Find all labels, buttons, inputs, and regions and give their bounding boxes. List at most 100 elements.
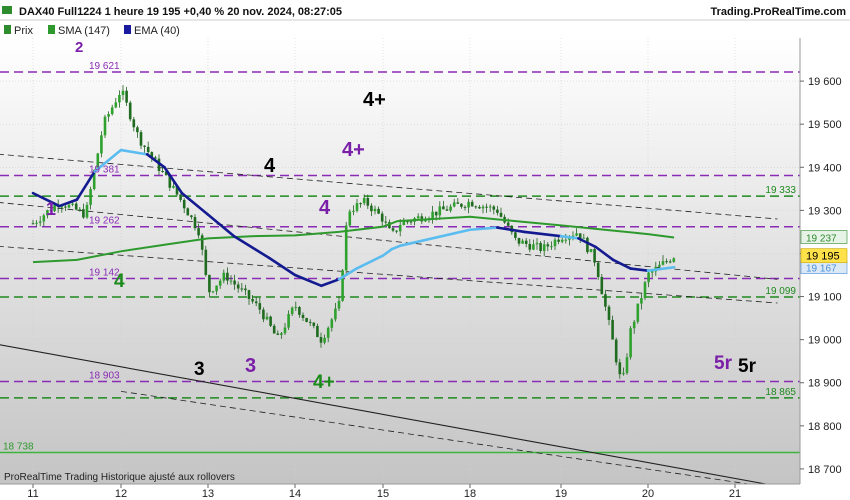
trendline-3 (0, 344, 769, 484)
candle-body-20 (103, 116, 107, 136)
candle-body-4 (46, 210, 49, 216)
level-label-5: 19 333 (765, 185, 796, 196)
ema-40-segment-25 (629, 267, 650, 272)
ema-40-segment-2 (75, 170, 96, 201)
x-tick-label-0: 11 (27, 488, 38, 500)
candle-body-101 (395, 230, 398, 232)
ema-40-segment-4 (119, 148, 149, 156)
candle-body-54 (226, 272, 229, 281)
candle-body-175 (661, 261, 665, 265)
candle-body-26 (125, 90, 128, 103)
candle-body-174 (658, 264, 661, 267)
candle-body-123 (474, 206, 478, 208)
candle-body-171 (647, 272, 650, 283)
x-tick-label-7: 20 (642, 488, 654, 500)
candle-body-73 (294, 306, 298, 308)
candle-body-27 (128, 102, 132, 120)
last-price-tag: 19 195 (806, 251, 840, 263)
candle-body-170 (643, 282, 647, 299)
candle-body-51 (215, 285, 218, 292)
candle-body-127 (488, 206, 492, 208)
ema-40-segment-17 (399, 228, 472, 248)
y-tick-label-7: 18 900 (808, 378, 842, 390)
candle-body-69 (280, 333, 283, 335)
candle-body-90 (355, 203, 359, 211)
candle-body-144 (550, 246, 553, 248)
x-tick-label-6: 19 (555, 488, 567, 500)
candle-body-9 (64, 206, 67, 208)
wave-label-4: 4+ (342, 139, 365, 161)
ema-40-segment-9 (232, 234, 271, 260)
ema-40-segment-26 (646, 265, 676, 272)
x-tick-label-4: 15 (377, 488, 389, 500)
candle-body-102 (398, 225, 402, 232)
candle-body-122 (470, 201, 474, 207)
candle-body-45 (193, 217, 197, 229)
legend-swatch-1 (48, 25, 55, 34)
candle-body-42 (182, 199, 186, 209)
y-tick-label-9: 18 700 (808, 464, 842, 476)
candle-body-168 (636, 303, 640, 322)
candle-body-16 (89, 189, 92, 205)
candles (31, 85, 676, 379)
candle-body-107 (416, 216, 420, 219)
candle-body-10 (67, 204, 71, 208)
candle-body-121 (467, 201, 470, 208)
ema-40-segment-14 (355, 254, 385, 270)
candle-body-165 (625, 357, 629, 373)
trendline-2 (0, 246, 778, 304)
candle-body-177 (668, 261, 672, 263)
level-label-6: 19 099 (765, 286, 796, 297)
candle-body-64 (262, 309, 265, 320)
wave-label-10: 5r (714, 353, 733, 374)
candle-body-68 (276, 333, 280, 335)
candle-body-52 (218, 280, 222, 286)
candle-body-66 (269, 316, 272, 326)
ema-40-segment-15 (381, 247, 394, 257)
candle-body-21 (107, 114, 110, 117)
candle-body-3 (42, 215, 46, 222)
candle-body-120 (463, 206, 467, 208)
wave-label-8: 3 (245, 355, 256, 377)
level-label-8: 18 738 (3, 442, 34, 453)
level-label-0: 19 621 (89, 61, 120, 72)
candle-body-78 (312, 322, 316, 326)
ema-40-segment-23 (594, 245, 615, 262)
candle-body-148 (564, 239, 568, 241)
candle-body-70 (283, 327, 287, 334)
candle-body-0 (31, 223, 35, 225)
sma-147-line (32, 215, 675, 264)
y-tick-label-0: 19 600 (808, 76, 842, 88)
wave-label-11: 5r (738, 356, 757, 377)
candle-body-62 (254, 301, 258, 304)
candle-body-169 (640, 298, 643, 304)
trendline-4 (120, 390, 752, 484)
candle-body-136 (521, 240, 524, 244)
indicator-legend[interactable]: Prix SMA (147) EMA (40) (4, 25, 180, 37)
candle-body-153 (582, 237, 586, 239)
candle-body-55 (229, 280, 233, 282)
candle-body-76 (305, 317, 308, 322)
chart-title: DAX40 Full1224 1 heure 19 195 +0,40 % 20… (19, 6, 342, 18)
candle-body-87 (344, 225, 348, 271)
wave-label-6: 4 (114, 271, 125, 292)
candle-body-158 (600, 276, 604, 295)
candle-body-109 (424, 220, 427, 222)
candle-body-40 (175, 185, 179, 195)
footer-note: ProRealTime Trading Historique ajusté au… (4, 472, 235, 483)
candle-body-147 (560, 239, 564, 242)
ema-40-segment-13 (337, 267, 358, 281)
candle-body-125 (481, 206, 485, 209)
brand-label[interactable]: Trading.ProRealTime.com (710, 6, 846, 18)
ema-40-segment-21 (559, 234, 580, 240)
ema-40-segment-11 (293, 273, 323, 288)
y-tick-label-8: 18 800 (808, 421, 842, 433)
trendlines (0, 153, 778, 484)
candle-body-82 (326, 327, 330, 338)
ema-40-segment-5 (145, 153, 166, 169)
candle-body-116 (449, 206, 452, 211)
y-tick-label-6: 19 000 (808, 335, 842, 347)
candle-body-13 (78, 209, 82, 211)
